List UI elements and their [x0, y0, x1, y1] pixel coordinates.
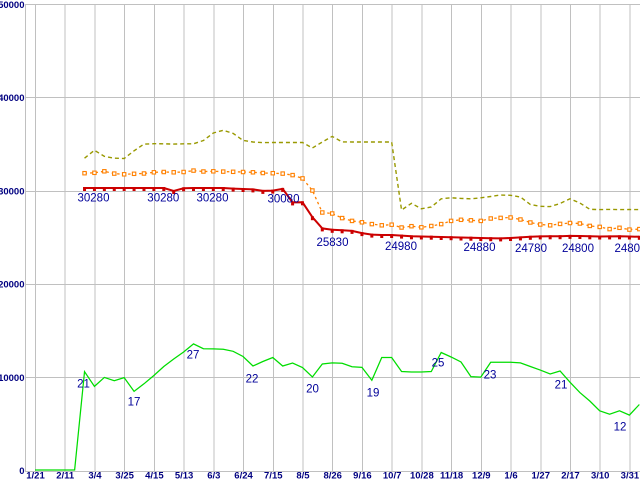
svg-text:27: 27	[187, 350, 200, 362]
svg-text:24800: 24800	[615, 243, 640, 255]
svg-text:3/4: 3/4	[88, 471, 102, 480]
svg-text:10000: 10000	[0, 373, 25, 384]
svg-text:19: 19	[367, 388, 380, 400]
svg-text:0: 0	[19, 466, 24, 477]
svg-text:22: 22	[246, 374, 259, 386]
svg-text:8/26: 8/26	[323, 471, 342, 480]
svg-text:21: 21	[77, 379, 90, 391]
svg-text:30080: 30080	[268, 194, 300, 206]
svg-text:17: 17	[128, 397, 141, 409]
svg-text:30280: 30280	[78, 193, 110, 205]
svg-text:1/6: 1/6	[504, 471, 517, 480]
svg-text:11/18: 11/18	[440, 471, 463, 480]
svg-text:25830: 25830	[317, 237, 349, 249]
svg-text:20: 20	[306, 384, 319, 396]
svg-text:30280: 30280	[197, 193, 229, 205]
svg-text:30000: 30000	[0, 186, 25, 197]
svg-text:3/25: 3/25	[115, 471, 134, 480]
svg-text:4/15: 4/15	[145, 471, 164, 480]
svg-text:6/24: 6/24	[234, 471, 253, 480]
svg-text:2/17: 2/17	[561, 471, 580, 480]
svg-text:10/28: 10/28	[410, 471, 434, 480]
svg-text:50000: 50000	[0, 0, 25, 11]
svg-text:21: 21	[555, 380, 568, 392]
svg-text:40000: 40000	[0, 93, 25, 104]
svg-text:12/9: 12/9	[472, 471, 491, 480]
svg-text:7/15: 7/15	[264, 471, 283, 480]
svg-text:9/16: 9/16	[353, 471, 372, 480]
svg-text:24800: 24800	[562, 243, 594, 255]
svg-text:24980: 24980	[385, 241, 417, 253]
svg-text:1/27: 1/27	[532, 471, 551, 480]
svg-text:30280: 30280	[147, 193, 179, 205]
svg-text:3/31: 3/31	[621, 471, 640, 480]
svg-text:20000: 20000	[0, 280, 25, 291]
svg-text:23: 23	[484, 370, 497, 382]
svg-text:1/21: 1/21	[26, 471, 45, 480]
svg-text:24880: 24880	[464, 242, 496, 254]
svg-text:2/11: 2/11	[56, 471, 75, 480]
svg-text:24780: 24780	[515, 243, 547, 255]
svg-text:6/3: 6/3	[207, 471, 220, 480]
svg-text:3/10: 3/10	[591, 471, 610, 480]
svg-text:5/13: 5/13	[175, 471, 194, 480]
svg-text:12: 12	[614, 422, 627, 434]
svg-text:25: 25	[432, 358, 445, 370]
svg-text:8/5: 8/5	[296, 471, 310, 480]
svg-text:10/7: 10/7	[383, 471, 402, 480]
